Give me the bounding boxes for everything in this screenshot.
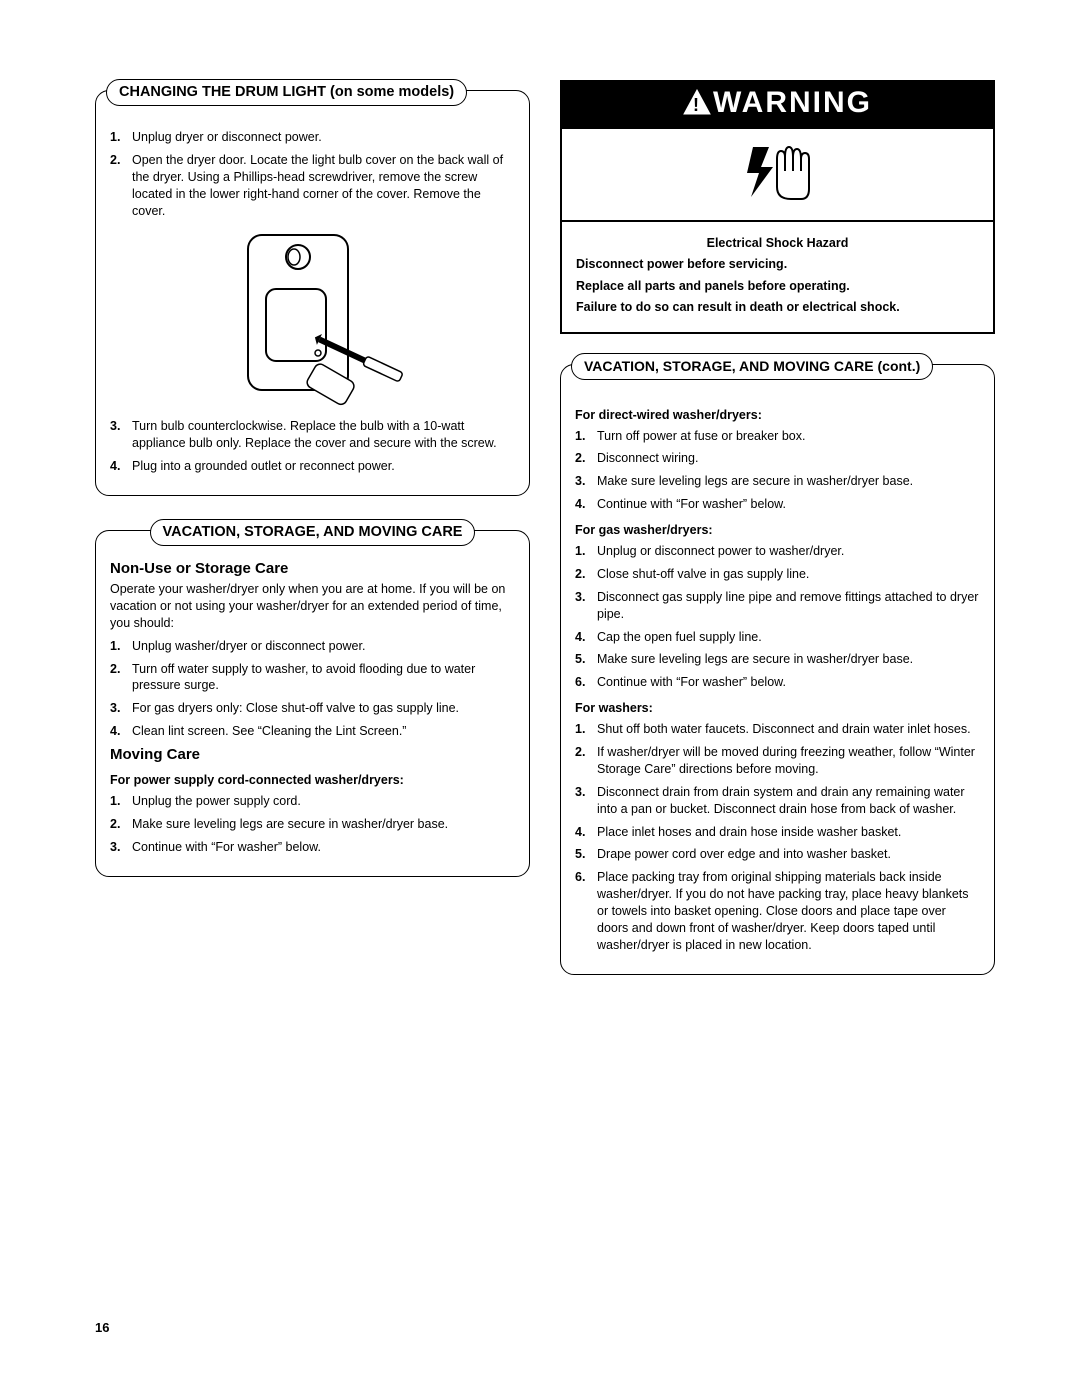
list-item: Clean lint screen. See “Cleaning the Lin…	[110, 723, 515, 740]
non-use-intro: Operate your washer/dryer only when you …	[110, 581, 515, 632]
warning-banner: ! WARNING	[562, 82, 993, 129]
dryer-illustration	[218, 227, 408, 407]
warning-text: Electrical Shock Hazard Disconnect power…	[562, 222, 993, 332]
warning-line: Electrical Shock Hazard	[576, 234, 979, 253]
warning-box: ! WARNING Electrical Shock Hazard Discon…	[560, 80, 995, 334]
list-item: Open the dryer door. Locate the light bu…	[110, 152, 515, 220]
gas-steps: Unplug or disconnect power to washer/dry…	[575, 543, 980, 691]
list-item: Unplug washer/dryer or disconnect power.	[110, 638, 515, 655]
washer-label: For washers:	[575, 701, 980, 715]
list-item: Continue with “For washer” below.	[575, 496, 980, 513]
list-item: Turn bulb counterclockwise. Replace the …	[110, 418, 515, 452]
shock-hand-icon	[743, 139, 813, 205]
drum-light-steps-cont: Turn bulb counterclockwise. Replace the …	[110, 418, 515, 475]
warning-line: Replace all parts and panels before oper…	[576, 277, 979, 296]
non-use-heading: Non-Use or Storage Care	[110, 560, 515, 577]
warning-line: Disconnect power before servicing.	[576, 255, 979, 274]
left-column: CHANGING THE DRUM LIGHT (on some models)…	[95, 80, 530, 1003]
dryer-diagram	[110, 227, 515, 412]
list-item: Make sure leveling legs are secure in wa…	[575, 651, 980, 668]
warning-banner-text: WARNING	[713, 86, 872, 119]
list-item: Place packing tray from original shippin…	[575, 869, 980, 953]
list-item: Unplug dryer or disconnect power.	[110, 129, 515, 146]
list-item: If washer/dryer will be moved during fre…	[575, 744, 980, 778]
list-item: For gas dryers only: Close shut-off valv…	[110, 700, 515, 717]
direct-label: For direct-wired washer/dryers:	[575, 408, 980, 422]
list-item: Unplug or disconnect power to washer/dry…	[575, 543, 980, 560]
vacation-section: VACATION, STORAGE, AND MOVING CARE Non-U…	[95, 530, 530, 877]
warning-icon-area	[562, 129, 993, 222]
warning-line: Failure to do so can result in death or …	[576, 298, 979, 317]
list-item: Place inlet hoses and drain hose inside …	[575, 824, 980, 841]
list-item: Shut off both water faucets. Disconnect …	[575, 721, 980, 738]
page-number: 16	[95, 1320, 109, 1335]
non-use-steps: Unplug washer/dryer or disconnect power.…	[110, 638, 515, 740]
drum-light-steps: Unplug dryer or disconnect power. Open t…	[110, 129, 515, 219]
vacation-cont-section: VACATION, STORAGE, AND MOVING CARE (cont…	[560, 364, 995, 975]
list-item: Cap the open fuel supply line.	[575, 629, 980, 646]
list-item: Make sure leveling legs are secure in wa…	[575, 473, 980, 490]
gas-label: For gas washer/dryers:	[575, 523, 980, 537]
right-column: ! WARNING Electrical Shock Hazard Discon…	[560, 80, 995, 1003]
vacation-cont-heading: VACATION, STORAGE, AND MOVING CARE (cont…	[571, 353, 933, 380]
warning-triangle-icon: !	[683, 89, 711, 123]
list-item: Continue with “For washer” below.	[575, 674, 980, 691]
direct-steps: Turn off power at fuse or breaker box. D…	[575, 428, 980, 514]
two-column-layout: CHANGING THE DRUM LIGHT (on some models)…	[95, 80, 995, 1003]
cord-label: For power supply cord-connected washer/d…	[110, 773, 515, 787]
cord-steps: Unplug the power supply cord. Make sure …	[110, 793, 515, 856]
drum-light-section: CHANGING THE DRUM LIGHT (on some models)…	[95, 90, 530, 496]
list-item: Turn off power at fuse or breaker box.	[575, 428, 980, 445]
svg-text:!: !	[693, 95, 701, 115]
list-item: Disconnect drain from drain system and d…	[575, 784, 980, 818]
list-item: Turn off water supply to washer, to avoi…	[110, 661, 515, 695]
moving-heading: Moving Care	[110, 746, 515, 763]
list-item: Plug into a grounded outlet or reconnect…	[110, 458, 515, 475]
vacation-heading: VACATION, STORAGE, AND MOVING CARE	[150, 519, 476, 546]
list-item: Drape power cord over edge and into wash…	[575, 846, 980, 863]
list-item: Disconnect gas supply line pipe and remo…	[575, 589, 980, 623]
list-item: Make sure leveling legs are secure in wa…	[110, 816, 515, 833]
list-item: Continue with “For washer” below.	[110, 839, 515, 856]
list-item: Close shut-off valve in gas supply line.	[575, 566, 980, 583]
washer-steps: Shut off both water faucets. Disconnect …	[575, 721, 980, 954]
list-item: Disconnect wiring.	[575, 450, 980, 467]
drum-light-heading: CHANGING THE DRUM LIGHT (on some models)	[106, 79, 467, 106]
list-item: Unplug the power supply cord.	[110, 793, 515, 810]
